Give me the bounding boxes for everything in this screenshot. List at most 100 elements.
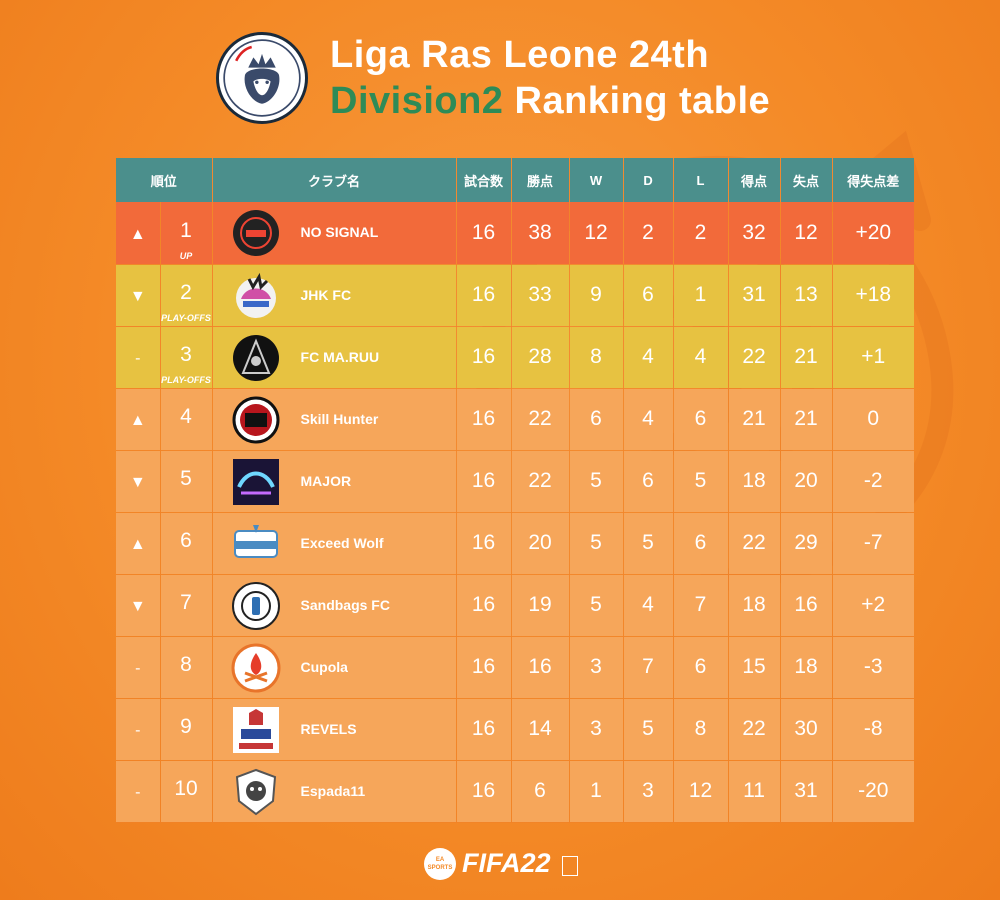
club-cell: REVELS	[212, 698, 457, 761]
col-header-rank: 順位	[116, 158, 213, 202]
movement-indicator-icon: ▲	[129, 412, 146, 429]
rank-movement: ▼	[116, 264, 161, 327]
goals-against-cell: 12	[780, 202, 833, 265]
wins-cell: 3	[569, 636, 624, 699]
points-cell: 33	[511, 264, 570, 327]
draws-cell: 4	[623, 388, 674, 451]
rank-movement: ▲	[116, 202, 161, 265]
goals-for-cell: 22	[728, 326, 781, 389]
goals-against-cell: 18	[780, 636, 833, 699]
club-name: Cupola	[300, 658, 348, 675]
club-cell: FC MA.RUU	[212, 326, 457, 389]
goals-for-cell: 22	[728, 512, 781, 575]
sandbags-crest-icon	[231, 581, 281, 631]
lion-logo-icon	[223, 39, 301, 117]
rank-movement: ▲	[116, 512, 161, 575]
division-label: Division2	[330, 80, 504, 122]
points-cell: 6	[511, 760, 570, 823]
movement-indicator-icon: ▲	[129, 225, 146, 243]
major-crest-icon	[231, 457, 281, 507]
losses-cell: 1	[673, 264, 729, 327]
movement-indicator-icon: ▼	[129, 598, 146, 615]
club-name: Sandbags FC	[300, 596, 390, 613]
draws-cell: 6	[623, 264, 674, 327]
club-name: REVELS	[300, 720, 357, 737]
rank-number: 7	[180, 591, 192, 614]
rank-movement: -	[116, 636, 161, 699]
losses-cell: 7	[673, 574, 729, 637]
goals-against-cell: 29	[780, 512, 833, 575]
losses-cell: 4	[673, 326, 729, 389]
rank-cell: 3 PLAY-OFFS	[160, 326, 213, 389]
table-header-row: 順位 クラブ名 試合数 勝点 W D L 得点 失点 得失点差	[116, 158, 915, 202]
footer-branding: EA SPORTS FIFA22	[424, 844, 584, 884]
played-cell: 16	[456, 574, 512, 637]
table-row: - 9 REVELS 16 14 3 5 8 22 30 -8	[116, 698, 915, 761]
ranking-table-label: Ranking table	[514, 80, 771, 122]
rank-cell: 1 UP	[160, 202, 213, 265]
goals-for-cell: 15	[728, 636, 781, 699]
club-cell: Espada11	[212, 760, 457, 823]
club-cell: JHK FC	[212, 264, 457, 327]
goals-against-cell: 30	[780, 698, 833, 761]
club-name: NO SIGNAL	[300, 224, 379, 240]
club-name: Espada11	[300, 782, 366, 799]
rank-cell: 4	[160, 388, 213, 451]
draws-cell: 2	[623, 202, 674, 265]
points-cell: 22	[511, 450, 570, 513]
club-name: JHK FC	[300, 286, 352, 303]
rank-number: 3	[180, 343, 192, 366]
played-cell: 16	[456, 512, 512, 575]
club-cell: Skill Hunter	[212, 388, 457, 451]
goal-diff-cell: -7	[832, 512, 915, 575]
rank-cell: 9	[160, 698, 213, 761]
page-title-line1: Liga Ras Leone 24th	[330, 34, 710, 76]
goal-diff-cell: +1	[832, 326, 915, 389]
goals-for-cell: 18	[728, 574, 781, 637]
col-header-goals-against: 失点	[780, 158, 833, 202]
skill-hunter-crest-icon	[231, 395, 281, 445]
wins-cell: 3	[569, 698, 624, 761]
col-header-points: 勝点	[511, 158, 570, 202]
rank-number: 8	[180, 653, 192, 676]
rank-movement: ▲	[116, 388, 161, 451]
goal-diff-cell: -8	[832, 698, 915, 761]
fifa22-logo: FIFA22	[462, 848, 551, 878]
col-header-draws: D	[623, 158, 674, 202]
movement-indicator-icon: ▼	[129, 474, 146, 491]
played-cell: 16	[456, 450, 512, 513]
col-header-played: 試合数	[456, 158, 512, 202]
rank-number: 5	[180, 467, 192, 490]
jhk-crest-icon	[231, 271, 281, 321]
wins-cell: 1	[569, 760, 624, 823]
table-row: -8 Cupola 16 16 3 7 6 15 18 -3	[116, 636, 915, 699]
points-cell: 14	[511, 698, 570, 761]
played-cell: 16	[456, 698, 512, 761]
goals-against-cell: 20	[780, 450, 833, 513]
col-header-club: クラブ名	[212, 158, 457, 202]
goals-for-cell: 21	[728, 388, 781, 451]
losses-cell: 2	[673, 202, 729, 265]
played-cell: 16	[456, 760, 512, 823]
movement-indicator-icon: -	[135, 784, 141, 801]
movement-indicator-icon: -	[135, 722, 141, 739]
goals-against-cell: 21	[780, 326, 833, 389]
rank-status-label: UP	[179, 250, 193, 261]
played-cell: 16	[456, 636, 512, 699]
played-cell: 16	[456, 388, 512, 451]
rank-number: 1	[180, 218, 192, 242]
goals-against-cell: 21	[780, 388, 833, 451]
goal-diff-cell: +18	[832, 264, 915, 327]
rank-movement: ▼	[116, 574, 161, 637]
goals-against-cell: 31	[780, 760, 833, 823]
points-cell: 28	[511, 326, 570, 389]
table-row: ▲ 1 UP NO SIGNAL 16 38 12 2 2 32 12 +20	[116, 202, 915, 265]
wins-cell: 6	[569, 388, 624, 451]
goals-for-cell: 11	[728, 760, 781, 823]
page-title-line2: Division2 Ranking table	[330, 80, 770, 123]
table-row: ▲ 4 Skill Hunter 16 22 6 4 6 21 21 0	[116, 388, 915, 451]
losses-cell: 6	[673, 388, 729, 451]
draws-cell: 5	[623, 512, 674, 575]
wins-cell: 5	[569, 450, 624, 513]
no-signal-crest-icon	[231, 208, 281, 258]
